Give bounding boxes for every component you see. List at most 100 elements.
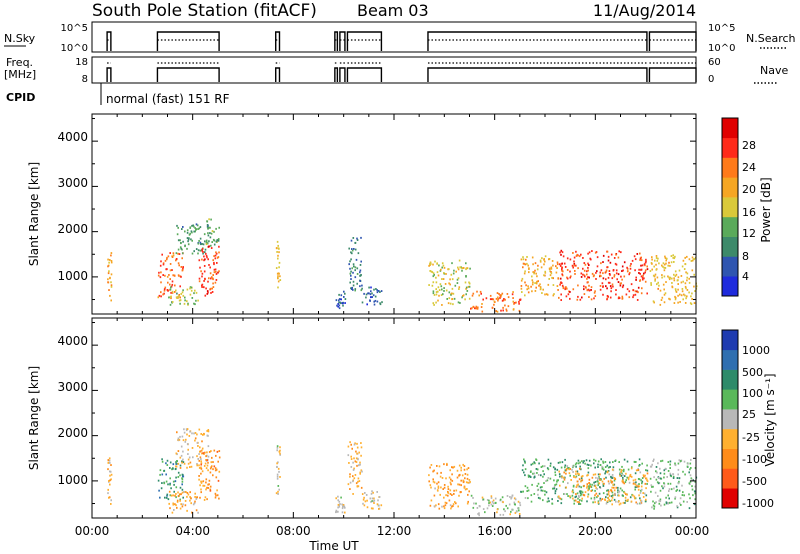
power-cell bbox=[107, 272, 110, 275]
power-cell bbox=[181, 252, 184, 255]
power-cell bbox=[522, 258, 525, 261]
power-cell bbox=[202, 243, 205, 246]
velocity-cell bbox=[602, 485, 605, 487]
power-cell bbox=[583, 274, 586, 277]
velocity-cell bbox=[464, 473, 467, 475]
velocity-cell bbox=[466, 502, 469, 505]
velocity-cell bbox=[610, 489, 613, 492]
velocity-cell bbox=[216, 450, 219, 453]
velocity-cell bbox=[365, 494, 368, 496]
velocity-cell bbox=[181, 488, 184, 491]
power-cell bbox=[617, 281, 620, 283]
velocity-cell bbox=[337, 495, 339, 498]
power-cell bbox=[187, 243, 190, 246]
velocity-cell bbox=[206, 451, 208, 454]
power-cell bbox=[447, 302, 450, 305]
power-cell bbox=[663, 288, 665, 291]
nsearch-tick-low: 10^0 bbox=[708, 43, 735, 54]
velocity-cell bbox=[609, 466, 611, 468]
velocity-cell bbox=[353, 443, 356, 446]
power-cell bbox=[661, 296, 664, 299]
power-cell bbox=[160, 271, 162, 274]
power-cell bbox=[209, 236, 212, 239]
power-cell bbox=[363, 292, 365, 295]
power-cell bbox=[628, 273, 630, 276]
velocity-cell bbox=[682, 470, 684, 473]
velocity-cell bbox=[577, 484, 579, 487]
velocity-cell bbox=[481, 496, 484, 499]
power-cell bbox=[430, 263, 432, 265]
power-cell bbox=[431, 271, 434, 273]
velocity-cell bbox=[201, 447, 204, 450]
power-cell bbox=[579, 298, 582, 301]
velocity-cell bbox=[373, 497, 375, 500]
power-cell bbox=[536, 275, 538, 278]
power-cell bbox=[531, 283, 534, 286]
velocity-cell bbox=[370, 492, 373, 495]
velocity-cell bbox=[439, 493, 441, 496]
velocity-cell bbox=[586, 485, 588, 488]
velocity-cell bbox=[692, 494, 694, 497]
velocity-cell bbox=[372, 500, 375, 503]
power-colorbar-swatch bbox=[722, 118, 738, 139]
velocity-cell bbox=[625, 493, 627, 496]
velocity-cell bbox=[537, 496, 540, 499]
power-cell bbox=[174, 284, 176, 287]
velocity-cell bbox=[466, 477, 469, 480]
power-cell bbox=[481, 303, 483, 305]
velocity-cell bbox=[363, 504, 366, 507]
power-cell bbox=[551, 260, 554, 262]
power-cell bbox=[621, 265, 624, 268]
power-cell bbox=[338, 301, 340, 304]
velocity-cell bbox=[450, 478, 452, 481]
velocity-cell bbox=[658, 477, 660, 479]
power-cell bbox=[190, 286, 193, 289]
power-cell bbox=[677, 301, 679, 304]
power-cell bbox=[338, 307, 341, 310]
velocity-cell bbox=[561, 461, 564, 464]
velocity-cell bbox=[559, 484, 561, 487]
power-cell bbox=[168, 274, 170, 276]
power-cell bbox=[438, 264, 440, 267]
power-cell bbox=[572, 252, 574, 254]
velocity-cell bbox=[653, 505, 656, 508]
power-cell bbox=[197, 299, 199, 302]
power-cell bbox=[684, 256, 686, 259]
velocity-cell bbox=[181, 473, 184, 476]
velocity-cell bbox=[620, 469, 623, 471]
power-cell bbox=[370, 296, 372, 299]
velocity-cell bbox=[452, 466, 454, 469]
velocity-cell bbox=[435, 504, 437, 507]
velocity-cell bbox=[637, 488, 640, 491]
power-cell bbox=[674, 298, 677, 301]
velocity-cell bbox=[597, 480, 599, 483]
velocity-cell bbox=[573, 499, 576, 502]
power-cell bbox=[448, 297, 451, 300]
velocity-cell bbox=[207, 455, 210, 458]
power-cell bbox=[166, 289, 169, 291]
power-cell bbox=[556, 267, 558, 269]
power-cell bbox=[371, 296, 373, 298]
velocity-cell bbox=[574, 476, 577, 479]
velocity-cell bbox=[171, 468, 173, 471]
velocity-cell bbox=[571, 490, 574, 493]
power-cell bbox=[443, 266, 446, 269]
velocity-cell bbox=[678, 480, 680, 483]
velocity-cell bbox=[638, 458, 641, 461]
power-cell bbox=[350, 251, 352, 254]
power-cell bbox=[200, 243, 202, 246]
velocity-cell bbox=[581, 460, 583, 463]
power-cell bbox=[681, 290, 684, 293]
x-axis-label: Time UT bbox=[308, 539, 359, 553]
power-cell bbox=[642, 274, 644, 277]
power-cell bbox=[561, 273, 563, 276]
power-cell bbox=[582, 267, 584, 270]
power-cell bbox=[182, 240, 184, 243]
power-cell bbox=[552, 284, 555, 286]
velocity-cell bbox=[559, 497, 562, 500]
power-cell bbox=[350, 239, 353, 242]
velocity-cell bbox=[613, 498, 616, 501]
power-cell bbox=[625, 293, 628, 296]
power-cell bbox=[198, 227, 201, 230]
power-cell bbox=[677, 276, 680, 279]
